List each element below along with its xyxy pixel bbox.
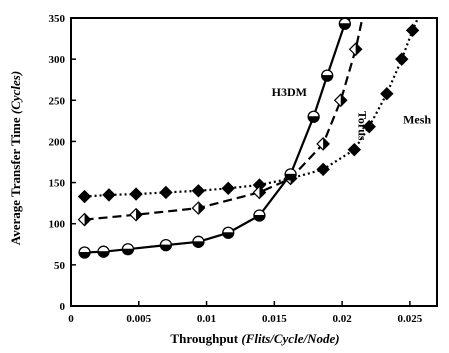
series-label-mesh: Mesh — [403, 112, 431, 126]
series-label-torus: Torus — [355, 111, 369, 141]
data-point — [395, 52, 409, 66]
data-point — [253, 209, 266, 222]
data-point — [192, 235, 205, 248]
data-point — [129, 207, 143, 222]
data-point — [284, 168, 297, 181]
data-point — [121, 243, 135, 256]
data-point — [252, 185, 267, 200]
y-tick-label: 200 — [49, 136, 66, 148]
data-point — [222, 226, 235, 239]
axis-ticks: 0 0.005 0.01 0.015 0.02 0.025 0 50 100 150 200 250 3… — [49, 13, 423, 325]
y-tick-label: 0 — [60, 301, 66, 313]
data-point — [380, 86, 394, 101]
x-tick-label: 0.025 — [398, 313, 423, 325]
data-point — [348, 42, 363, 57]
data-point — [338, 17, 351, 30]
data-point — [159, 238, 173, 252]
plot-frame — [70, 17, 438, 307]
data-point — [316, 137, 330, 151]
data-point — [221, 181, 235, 196]
x-tick-label: 0.005 — [126, 313, 151, 325]
series-line — [84, 17, 352, 254]
y-tick-label: 100 — [49, 219, 66, 231]
x-axis-title: Throughput (Flits/Cycle/Node) — [170, 331, 339, 346]
x-tick-label: 0.015 — [262, 313, 287, 325]
y-tick-label: 50 — [54, 260, 66, 272]
data-point — [129, 187, 143, 201]
series-labels: H3DM Torus Mesh — [272, 85, 432, 141]
series-label-h3dm: H3DM — [272, 85, 307, 99]
series-line — [84, 17, 420, 198]
x-tick-label: 0 — [68, 313, 74, 325]
y-tick-label: 250 — [49, 95, 66, 107]
data-point — [97, 245, 110, 258]
data-point — [77, 189, 92, 204]
series-layer — [77, 17, 420, 259]
y-tick-label: 300 — [49, 54, 66, 66]
data-point — [347, 142, 362, 157]
series-h3dm — [78, 17, 352, 259]
x-tick-label: 0.01 — [197, 313, 216, 325]
data-point — [191, 201, 206, 215]
y-tick-label: 350 — [49, 13, 66, 25]
data-point — [102, 188, 116, 202]
data-point — [321, 69, 334, 82]
data-point — [362, 119, 376, 134]
data-point — [307, 110, 320, 123]
data-point — [159, 185, 173, 200]
data-point — [77, 212, 92, 227]
data-point — [78, 246, 91, 259]
data-point — [316, 162, 330, 177]
data-point — [191, 184, 206, 198]
data-point — [405, 23, 420, 38]
y-axis-title: Average Transfer Time (Cycles) — [8, 71, 23, 245]
data-point — [333, 93, 348, 108]
y-tick-label: 150 — [49, 178, 66, 190]
x-tick-label: 0.02 — [332, 313, 352, 325]
